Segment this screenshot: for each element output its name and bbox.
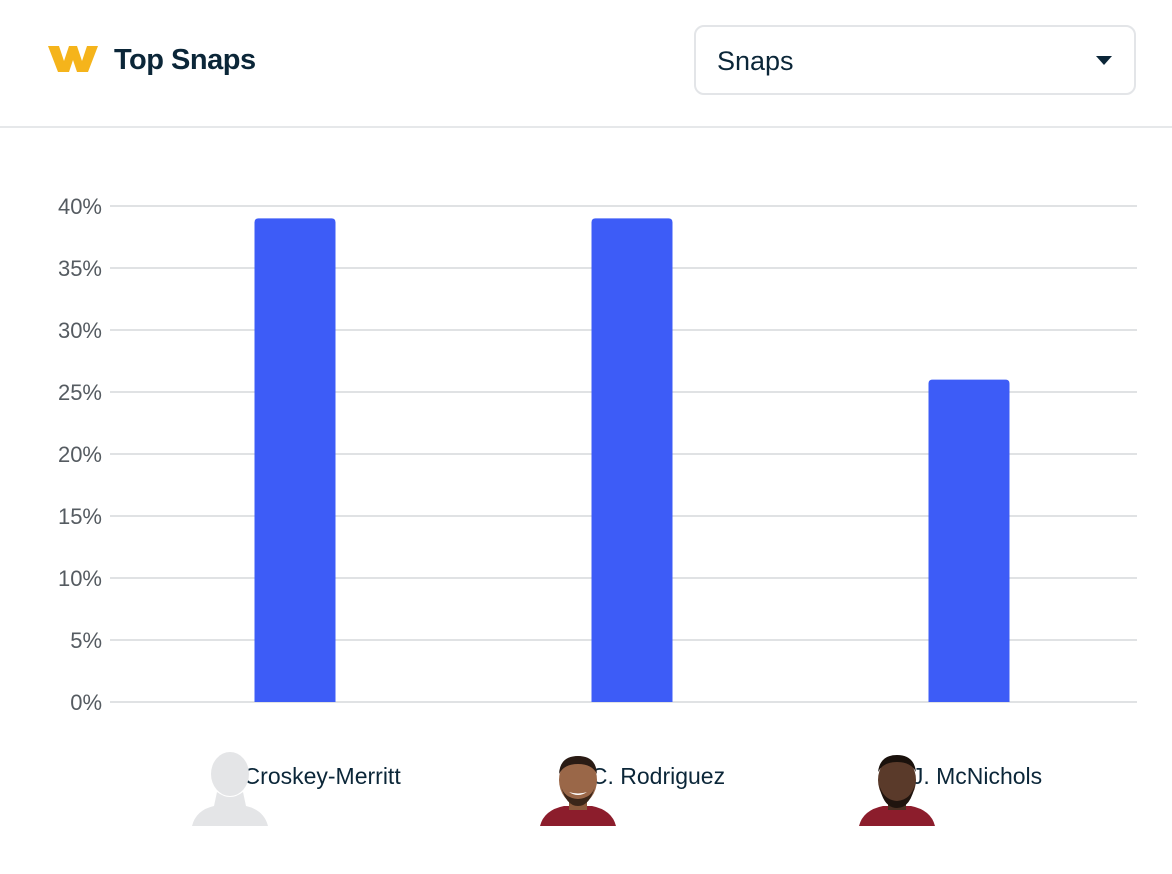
bar-1[interactable] <box>254 218 336 702</box>
y-tick-label: 15% <box>58 504 102 529</box>
player-2: C. Rodriguez <box>538 752 778 826</box>
y-tick-label: 0% <box>70 690 102 715</box>
y-tick-label: 35% <box>58 256 102 281</box>
bar-3[interactable] <box>928 379 1010 702</box>
y-tick-label: 5% <box>70 628 102 653</box>
player-1: J. Croskey-Merritt <box>190 752 430 826</box>
y-tick-label: 40% <box>58 194 102 219</box>
y-tick-label: 10% <box>58 566 102 591</box>
metric-select[interactable]: Snaps <box>694 25 1136 95</box>
bar-chart: 0% 5% 10% 15% 20% 25% 30% 35% 40% J. Croskey-Mer… <box>0 130 1172 874</box>
player-name: J. Croskey-Merritt <box>219 763 401 789</box>
player-headshot-icon <box>859 755 935 826</box>
page-title: Top Snaps <box>114 44 256 76</box>
team-logo-icon <box>48 46 98 72</box>
chart-canvas: 0% 5% 10% 15% 20% 25% 30% 35% 40% <box>58 194 1137 715</box>
y-tick-label: 20% <box>58 442 102 467</box>
metric-select-value: Snaps <box>717 46 794 76</box>
player-3: J. McNichols <box>857 752 1097 826</box>
y-tick-label: 25% <box>58 380 102 405</box>
caret-down-icon <box>1096 56 1112 65</box>
player-name: J. McNichols <box>911 763 1043 789</box>
player-silhouette-icon <box>192 752 268 826</box>
y-tick-label: 30% <box>58 318 102 343</box>
bar-2[interactable] <box>591 218 673 702</box>
header: Top Snaps Snaps <box>0 0 1172 128</box>
player-name: C. Rodriguez <box>590 763 726 789</box>
player-headshot-icon <box>540 756 616 826</box>
